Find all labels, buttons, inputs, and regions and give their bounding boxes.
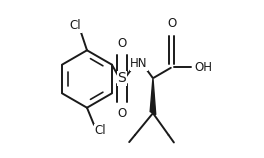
Text: Cl: Cl [94, 125, 106, 137]
Text: Cl: Cl [69, 19, 81, 32]
Text: O: O [117, 37, 126, 50]
Text: S: S [117, 71, 126, 85]
Text: O: O [117, 107, 126, 120]
Text: HN: HN [130, 57, 148, 70]
Text: OH: OH [194, 61, 212, 74]
Polygon shape [150, 78, 156, 115]
Text: O: O [167, 17, 176, 30]
